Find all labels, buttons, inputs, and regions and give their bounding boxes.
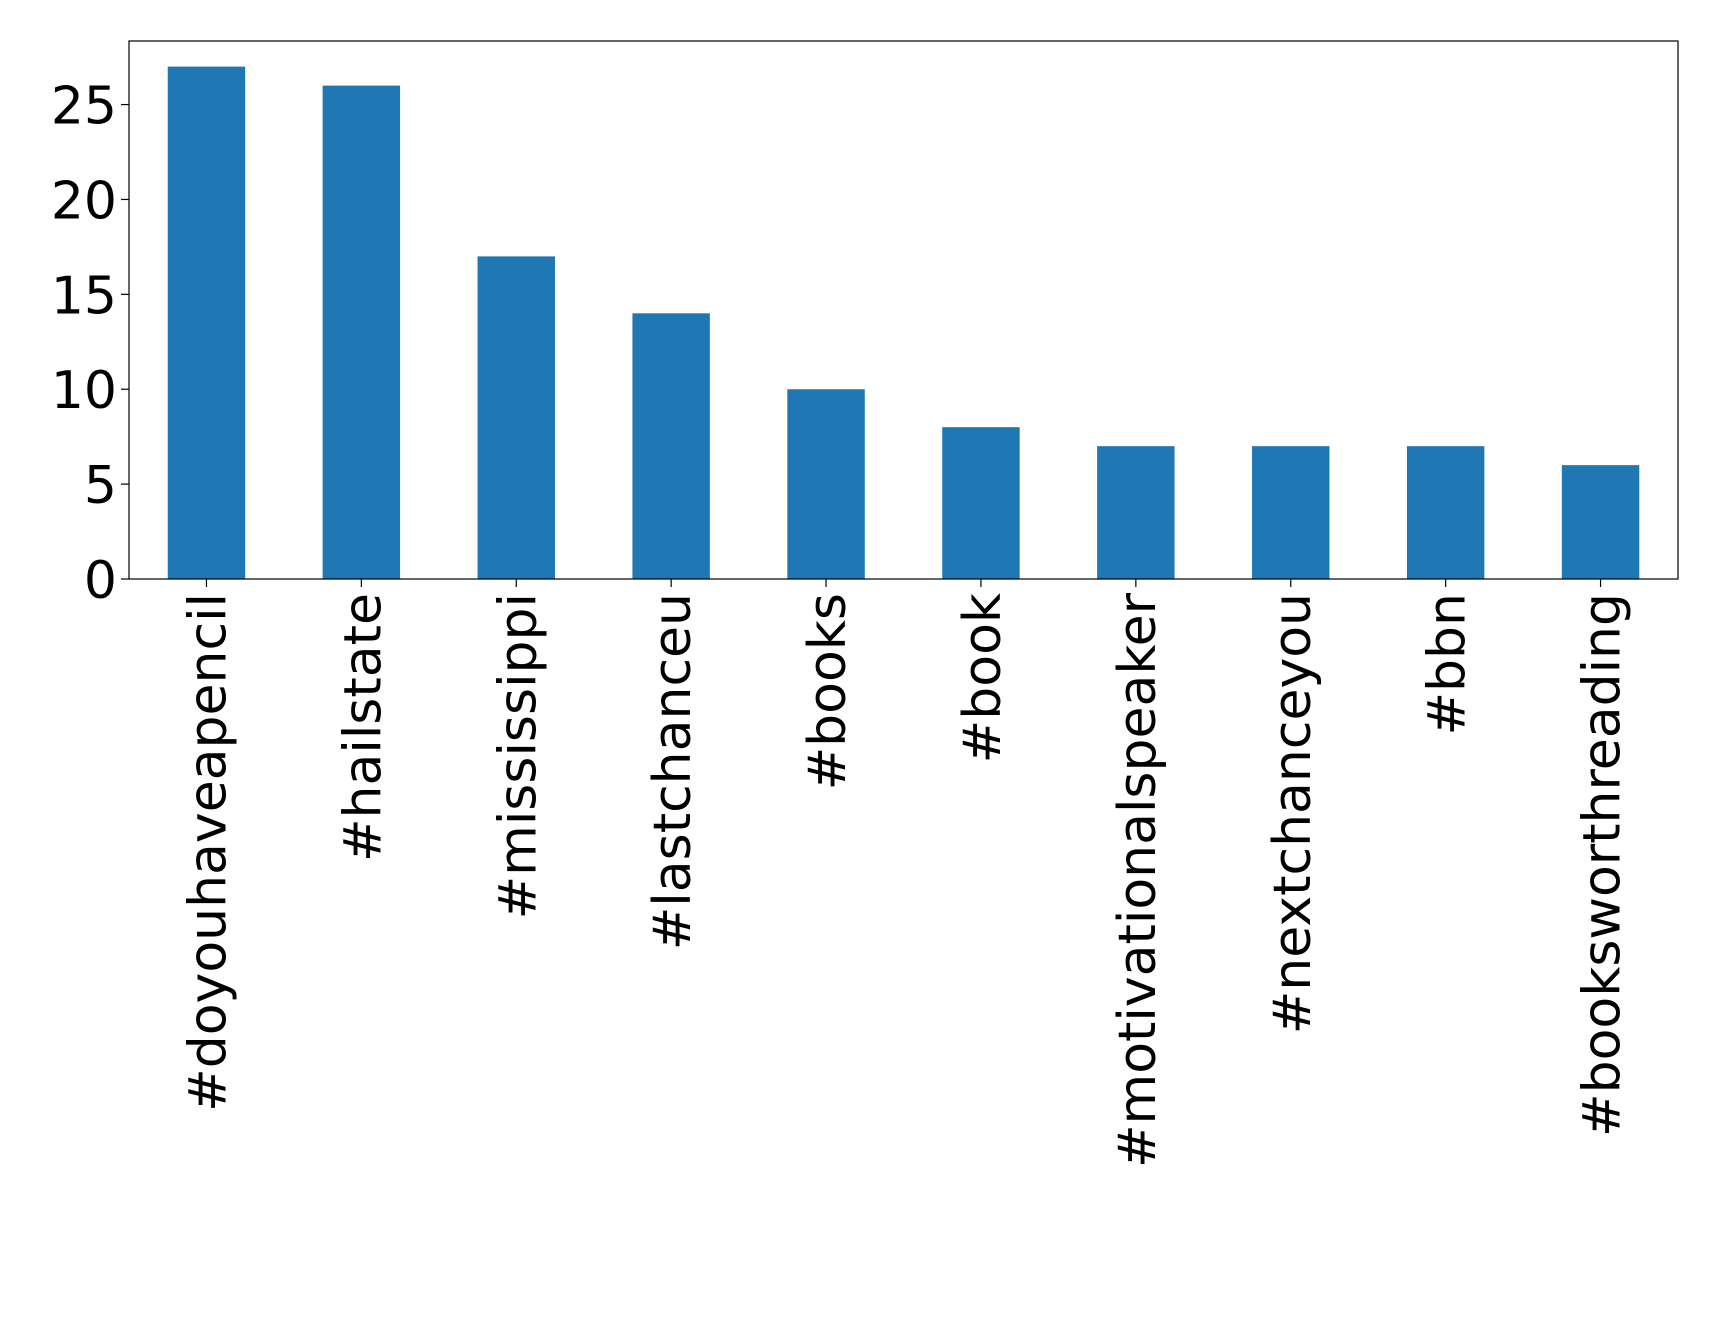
bar <box>322 85 401 579</box>
y-tick-label: 25 <box>51 77 117 137</box>
y-tick-label: 0 <box>84 551 117 611</box>
y-tick-label: 10 <box>51 361 117 421</box>
bar <box>942 427 1020 579</box>
x-tick-label: #hailstate <box>333 593 393 862</box>
x-tick-label: #lastchanceu <box>643 593 703 950</box>
y-tick-label: 15 <box>51 266 117 326</box>
x-tick-label: #bbn <box>1418 593 1478 736</box>
bar <box>1561 465 1640 579</box>
plot-frame <box>128 40 1679 580</box>
bar <box>1252 446 1330 579</box>
x-tick-label: #book <box>953 593 1013 763</box>
y-tick-label: 20 <box>51 171 117 231</box>
x-tick-label: #booksworthreading <box>1573 593 1633 1137</box>
bar <box>787 389 865 579</box>
x-tick-label: #nextchanceyou <box>1263 593 1323 1034</box>
x-tick-label: #motivationalspeaker <box>1108 592 1168 1168</box>
x-tick-label: #books <box>798 593 858 790</box>
bar <box>477 256 555 579</box>
bar <box>1097 446 1175 579</box>
x-tick-label: #doyouhaveapencil <box>178 593 238 1112</box>
y-tick-label: 5 <box>84 456 117 516</box>
x-tick-label: #mississippi <box>488 593 548 919</box>
bar <box>167 66 246 580</box>
bar <box>632 313 710 579</box>
bar <box>1406 446 1485 579</box>
